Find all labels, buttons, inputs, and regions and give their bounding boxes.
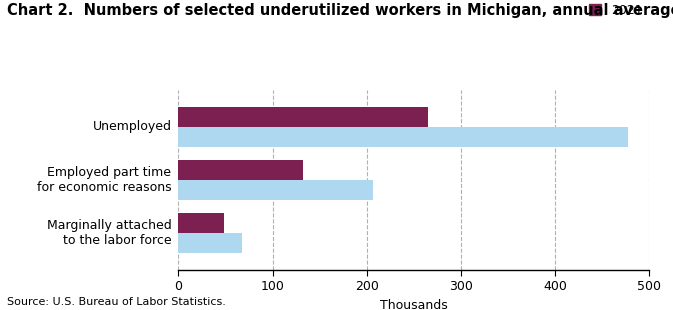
Bar <box>178 160 303 180</box>
Text: Source: U.S. Bureau of Labor Statistics.: Source: U.S. Bureau of Labor Statistics. <box>7 297 225 307</box>
Bar <box>178 180 374 200</box>
Bar <box>178 213 223 233</box>
Legend: 2020, 2021: 2020, 2021 <box>589 0 643 17</box>
Bar <box>178 107 428 127</box>
Text: Chart 2.  Numbers of selected underutilized workers in Michigan, annual averages: Chart 2. Numbers of selected underutiliz… <box>7 3 673 18</box>
Bar <box>178 233 242 253</box>
Bar <box>178 127 628 147</box>
X-axis label: Thousands: Thousands <box>380 299 448 310</box>
